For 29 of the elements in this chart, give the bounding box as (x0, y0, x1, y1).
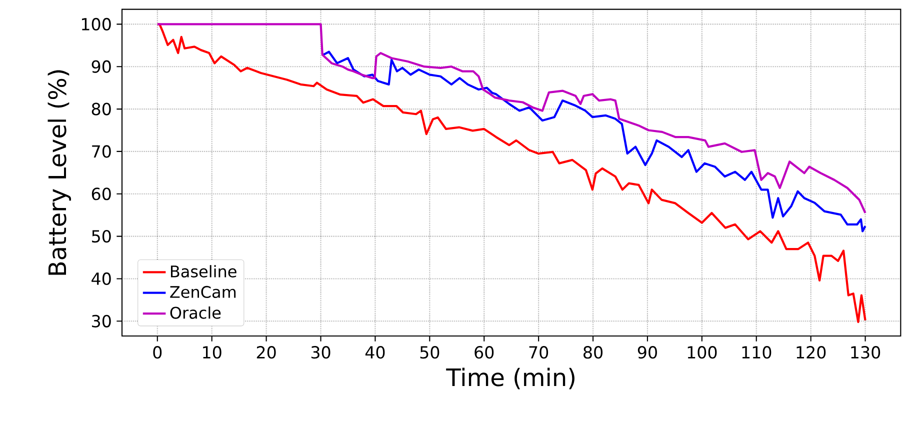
x-tick-label: 100 (688, 346, 717, 359)
y-tick-label: 70 (92, 145, 111, 158)
line-series (322, 50, 866, 232)
y-axis-title: Battery Level (%) (48, 70, 71, 275)
y-tick-label: 90 (92, 60, 111, 73)
x-tick-label: 0 (153, 346, 162, 359)
x-tick-label: 30 (311, 346, 330, 359)
x-tick-label: 20 (256, 346, 276, 359)
legend-label: ZenCam (170, 286, 236, 298)
x-tick-label: 120 (796, 346, 826, 359)
y-tick-label: 30 (92, 314, 111, 328)
x-tick-label: 110 (742, 346, 772, 359)
y-tick-label: 80 (92, 102, 111, 116)
x-tick-label: 10 (203, 346, 222, 359)
legend-label: Baseline (170, 265, 236, 278)
x-tick-label: 50 (420, 346, 440, 359)
x-tick-label: 130 (851, 346, 880, 359)
x-axis-title: Time (min) (446, 368, 574, 390)
y-tick-label: 40 (92, 272, 111, 286)
legend-label: Oracle (170, 306, 221, 319)
x-tick-label: 90 (638, 346, 657, 359)
x-tick-label: 40 (365, 346, 385, 359)
x-tick-label: 60 (474, 346, 494, 359)
y-tick-label: 60 (92, 188, 111, 200)
x-tick-label: 70 (529, 346, 548, 359)
y-tick-label: 100 (82, 18, 111, 30)
line-series (156, 23, 866, 324)
y-tick-label: 50 (92, 230, 111, 243)
x-tick-label: 80 (584, 346, 603, 359)
